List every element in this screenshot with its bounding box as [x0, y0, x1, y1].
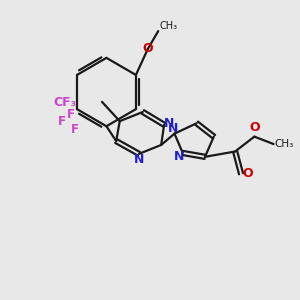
Text: CH₃: CH₃	[274, 139, 294, 149]
Text: O: O	[242, 167, 253, 180]
Text: N: N	[174, 150, 184, 163]
Text: CH₃: CH₃	[160, 20, 178, 31]
Text: F: F	[58, 115, 66, 128]
Text: CF₃: CF₃	[54, 96, 77, 109]
Text: F: F	[67, 108, 75, 121]
Text: N: N	[168, 122, 178, 135]
Text: O: O	[142, 42, 153, 56]
Text: O: O	[249, 121, 260, 134]
Text: F: F	[71, 123, 80, 136]
Text: N: N	[134, 153, 144, 166]
Text: N: N	[164, 117, 175, 130]
